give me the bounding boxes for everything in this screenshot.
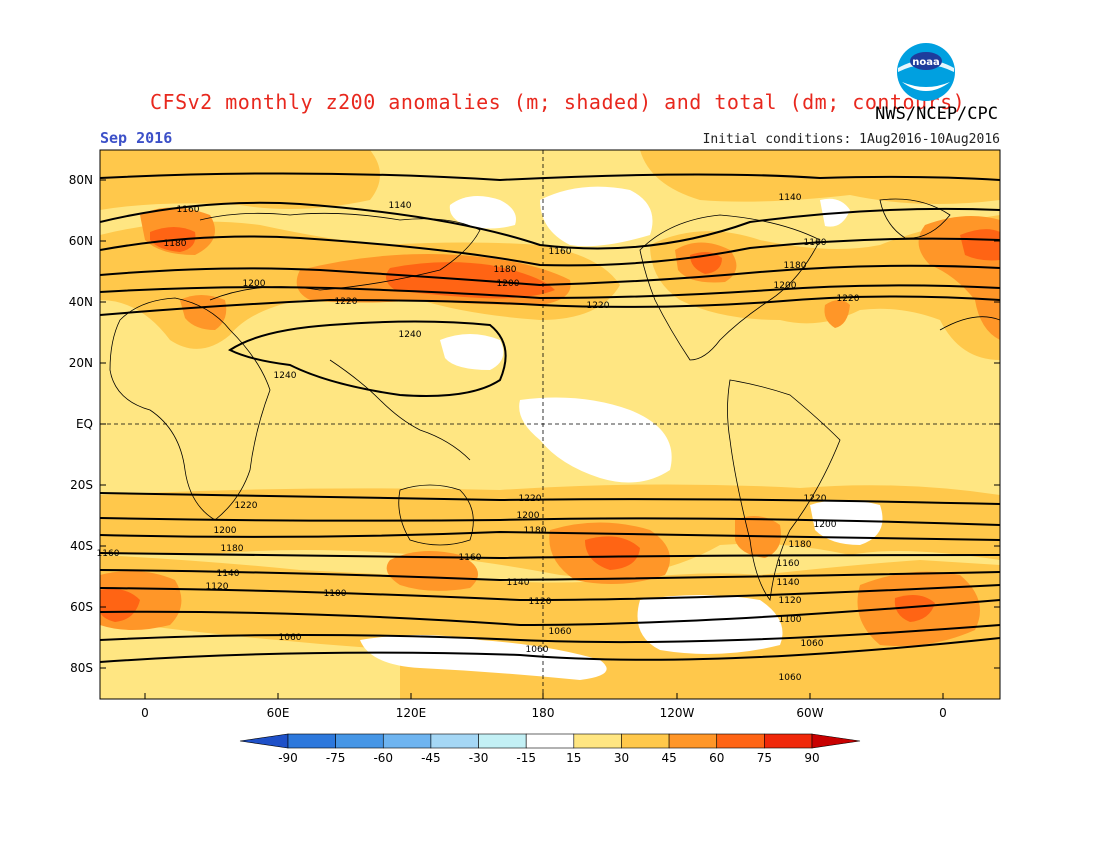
contour-label: 1180 (524, 526, 547, 536)
colorbar-swatch (716, 733, 765, 749)
contour-label: 1200 (517, 511, 540, 521)
contour-label: 1180 (221, 544, 244, 554)
colorbar-swatch (764, 733, 813, 749)
contour-labels: 1160 1180 1140 1160 1180 1200 1200 1220 … (97, 193, 860, 683)
contour-label: 1180 (784, 261, 807, 271)
contour-label: 1180 (164, 239, 187, 249)
lon-label: 60W (796, 706, 823, 720)
lat-label: 80S (70, 661, 93, 675)
colorbar-label: -75 (326, 751, 346, 765)
contour-label: 1180 (789, 540, 812, 550)
colorbar-swatch (335, 733, 384, 749)
lat-label: 40S (70, 539, 93, 553)
contour-label: 1200 (497, 279, 520, 289)
lat-label: 80N (69, 173, 93, 187)
contour-label: 1060 (279, 633, 302, 643)
contour-label: 1200 (243, 279, 266, 289)
colorbar-label: 45 (661, 751, 676, 765)
svg-text:noaa: noaa (912, 57, 940, 68)
contour-label: 1140 (217, 569, 240, 579)
colorbar-swatch (382, 733, 432, 749)
contour-label: 1240 (274, 371, 297, 381)
colorbar-label: 15 (566, 751, 581, 765)
contour-label: 1060 (801, 639, 824, 649)
colorbar-arrow-right (811, 733, 861, 749)
contour-label: 1220 (837, 294, 860, 304)
colorbar-swatch (668, 733, 718, 749)
chart-title: CFSv2 monthly z200 anomalies (m; shaded)… (150, 90, 966, 114)
lon-label: 180 (532, 706, 555, 720)
lon-label: 120W (660, 706, 695, 720)
colorbar-label: 90 (804, 751, 819, 765)
colorbar-swatch (621, 733, 670, 749)
contour-label: 1160 (549, 247, 572, 257)
longitude-labels: 0 60E 120E 180 120W 60W 0 (141, 706, 947, 720)
contour-label: 1120 (779, 596, 802, 606)
colorbar: -90 -75 -60 -45 -30 -15 15 30 45 60 75 90 (239, 733, 861, 765)
contour-label: 1180 (494, 265, 517, 275)
colorbar-swatch (478, 733, 527, 749)
contour-label: 1140 (779, 193, 802, 203)
contour-label: 1160 (777, 559, 800, 569)
contour-label: 1140 (507, 578, 530, 588)
contour-label: 1200 (814, 520, 837, 530)
latitude-labels: 80N 60N 40N 20N EQ 20S 40S 60S 80S (69, 173, 93, 675)
month-label: Sep 2016 (100, 129, 173, 147)
colorbar-label: -15 (516, 751, 536, 765)
colorbar-label: -60 (373, 751, 393, 765)
contour-label: 1060 (526, 645, 549, 655)
contour-label: 1220 (804, 494, 827, 504)
contour-label: 1220 (587, 301, 610, 311)
contour-label: 1240 (399, 330, 422, 340)
lon-label: 0 (141, 706, 149, 720)
lat-label: EQ (76, 417, 93, 431)
lat-label: 20N (69, 356, 93, 370)
contour-label: 1160 (97, 549, 120, 559)
contour-label: 1120 (529, 597, 552, 607)
lat-label: 40N (69, 295, 93, 309)
contour-label: 1060 (779, 673, 802, 683)
colorbar-swatch (430, 733, 479, 749)
colorbar-label: -30 (469, 751, 489, 765)
contour-label: 1060 (549, 627, 572, 637)
colorbar-label: -90 (278, 751, 298, 765)
colorbar-label: 30 (614, 751, 629, 765)
lon-label: 0 (939, 706, 947, 720)
lat-label: 60N (69, 234, 93, 248)
lon-label: 60E (267, 706, 290, 720)
anomaly-shading (100, 150, 1000, 699)
lat-label: 20S (70, 478, 93, 492)
colorbar-swatch (525, 733, 575, 749)
initial-conditions-label: Initial conditions: 1Aug2016-10Aug2016 (702, 132, 1000, 147)
coastlines (109, 198, 1000, 602)
height-contours (100, 172, 1000, 663)
contour-label: 1160 (459, 553, 482, 563)
axis-ticks (100, 179, 1000, 699)
contour-label: 1160 (177, 205, 200, 215)
contour-label: 1100 (779, 615, 802, 625)
colorbar-label: -45 (421, 751, 441, 765)
lon-label: 120E (396, 706, 427, 720)
colorbar-swatch (573, 733, 622, 749)
contour-label: 1100 (324, 589, 347, 599)
colorbar-swatch (287, 733, 336, 749)
contour-label: 1120 (206, 582, 229, 592)
colorbar-arrow-left (239, 733, 289, 749)
colorbar-label: 60 (709, 751, 724, 765)
contour-label: 1160 (804, 238, 827, 248)
contour-label: 1220 (235, 501, 258, 511)
contour-label: 1220 (519, 494, 542, 504)
contour-label: 1140 (777, 578, 800, 588)
contour-label: 1200 (214, 526, 237, 536)
contour-label: 1220 (335, 297, 358, 307)
colorbar-label: 75 (757, 751, 772, 765)
contour-label: 1140 (389, 201, 412, 211)
noaa-logo-icon: noaa (897, 43, 955, 101)
organization-label: NWS/NCEP/CPC (875, 104, 998, 124)
lat-label: 60S (70, 600, 93, 614)
contour-label: 1200 (774, 281, 797, 291)
